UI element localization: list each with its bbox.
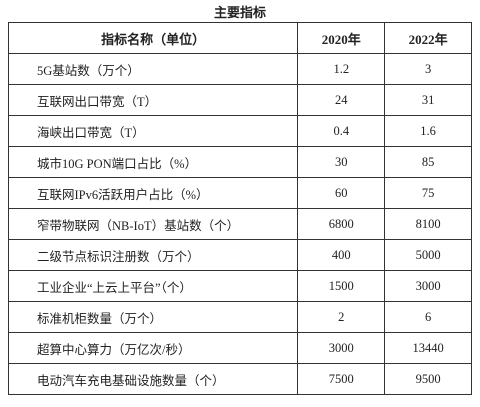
indicator-value: 13440 [384,332,472,364]
indicator-name: 城市10G PON端口占比（%） [7,146,299,178]
table-row: 标准机柜数量（万个） 2 6 [7,301,472,333]
indicator-name: 窄带物联网（NB-IoT）基站数（个） [7,208,299,240]
indicator-name: 工业企业“上云上平台”（个） [7,270,299,302]
indicator-name: 超算中心算力（万亿次/秒） [7,332,299,364]
indicator-table: 指标名称（单位） 2020年 2022年 5G基站数（万个） 1.2 3 互联网出口带宽（… [7,22,472,395]
column-header: 2022年 [384,22,472,54]
column-header: 指标名称（单位） [7,22,299,54]
indicator-value: 85 [384,146,472,178]
indicator-value: 3000 [297,332,386,364]
indicator-name: 5G基站数（万个） [7,53,299,85]
indicator-value: 60 [297,177,386,209]
table-row: 5G基站数（万个） 1.2 3 [7,53,472,85]
indicator-value: 1500 [297,270,386,302]
table-row: 海峡出口带宽（T） 0.4 1.6 [7,115,472,147]
header-row: 指标名称（单位） 2020年 2022年 [7,22,472,54]
indicator-name: 标准机柜数量（万个） [7,301,299,333]
table-row: 二级节点标识注册数（万个） 400 5000 [7,239,472,271]
indicator-value: 3000 [384,270,472,302]
indicator-value: 75 [384,177,472,209]
indicator-name: 海峡出口带宽（T） [7,115,299,147]
indicator-value: 3 [384,53,472,85]
table-row: 超算中心算力（万亿次/秒） 3000 13440 [7,332,472,364]
indicator-value: 9500 [384,363,472,395]
indicator-value: 30 [297,146,386,178]
table-row: 互联网出口带宽（T） 24 31 [7,84,472,116]
indicator-name: 电动汽车充电基础设施数量（个） [7,363,299,395]
indicator-value: 6800 [297,208,386,240]
indicator-value: 2 [297,301,386,333]
indicator-value: 31 [384,84,472,116]
table-row: 窄带物联网（NB-IoT）基站数（个） 6800 8100 [7,208,472,240]
indicator-value: 400 [297,239,386,271]
table-body: 5G基站数（万个） 1.2 3 互联网出口带宽（T） 24 31 海峡出口带宽（T） 0.4 1… [7,53,472,395]
indicator-name: 互联网IPv6活跃用户占比（%） [7,177,299,209]
indicator-value: 24 [297,84,386,116]
indicator-value: 0.4 [297,115,386,147]
indicator-name: 二级节点标识注册数（万个） [7,239,299,271]
table-row: 工业企业“上云上平台”（个） 1500 3000 [7,270,472,302]
table-row: 城市10G PON端口占比（%） 30 85 [7,146,472,178]
indicator-value: 5000 [384,239,472,271]
indicator-value: 7500 [297,363,386,395]
indicator-value: 1.6 [384,115,472,147]
table-row: 互联网IPv6活跃用户占比（%） 60 75 [7,177,472,209]
title: 主要指标 [213,6,266,21]
table-row: 电动汽车充电基础设施数量（个） 7500 9500 [7,363,472,395]
indicator-value: 1.2 [297,53,386,85]
column-header: 2020年 [297,22,386,54]
indicator-name: 互联网出口带宽（T） [7,84,299,116]
indicator-value: 8100 [384,208,472,240]
indicator-value: 6 [384,301,472,333]
